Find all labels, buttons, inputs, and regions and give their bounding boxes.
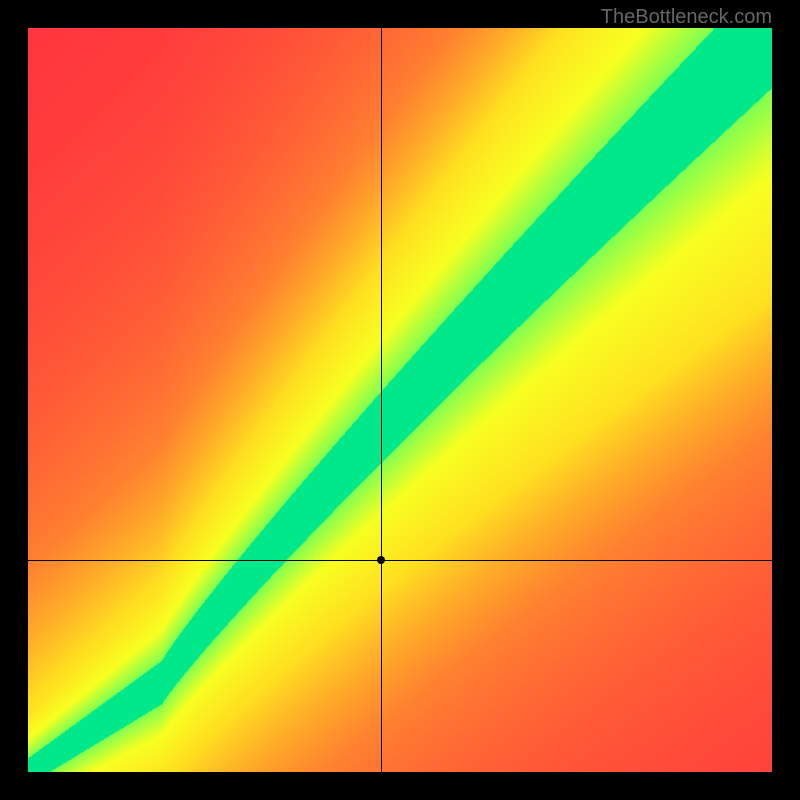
chart-container: TheBottleneck.com	[0, 0, 800, 800]
crosshair-vertical	[381, 28, 382, 772]
crosshair-horizontal	[28, 560, 772, 561]
crosshair-marker	[377, 556, 385, 564]
heatmap-canvas	[28, 28, 772, 772]
watermark-text: TheBottleneck.com	[601, 6, 772, 29]
plot-area	[28, 28, 772, 772]
